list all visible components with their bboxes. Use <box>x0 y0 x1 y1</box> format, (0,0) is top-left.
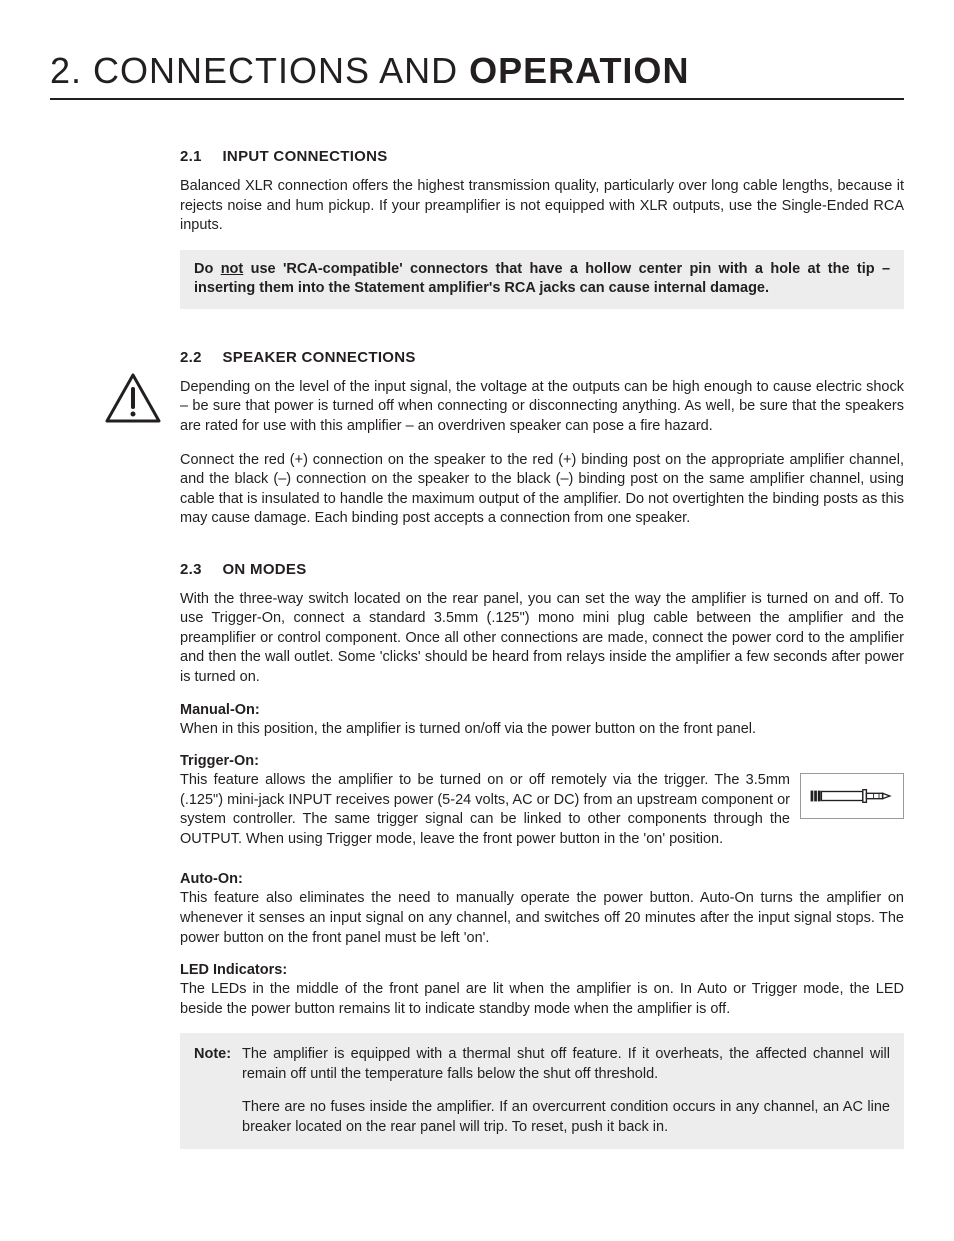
section-2-3-p1: With the three-way switch located on the… <box>180 590 904 688</box>
section-2-3-title: ON MODES <box>222 561 306 578</box>
note-text-2: There are no fuses inside the amplifier.… <box>242 1098 890 1137</box>
section-2-2-num: 2.2 <box>180 349 218 366</box>
callout-pre: Do <box>194 261 221 277</box>
title-heavy: OPERATION <box>469 50 689 91</box>
note-callout: Note: The amplifier is equipped with a t… <box>180 1033 904 1149</box>
section-2-1: 2.1 INPUT CONNECTIONS Balanced XLR conne… <box>180 148 904 309</box>
note-label: Note: <box>194 1045 242 1084</box>
auto-on-label: Auto-On: <box>180 871 904 887</box>
page-title: 2. CONNECTIONS AND OPERATION <box>50 50 904 100</box>
led-indicators-label: LED Indicators: <box>180 962 904 978</box>
led-indicators-text: The LEDs in the middle of the front pane… <box>180 980 904 1019</box>
title-light: CONNECTIONS AND <box>93 50 469 91</box>
section-2-1-heading: 2.1 INPUT CONNECTIONS <box>180 148 904 165</box>
mini-jack-illustration <box>800 773 904 819</box>
section-2-2-heading: 2.2 SPEAKER CONNECTIONS <box>180 349 904 366</box>
section-2-1-p1: Balanced XLR connection offers the highe… <box>180 177 904 236</box>
trigger-on-label: Trigger-On: <box>180 753 904 769</box>
section-2-2-p2: Connect the red (+) connection on the sp… <box>180 451 904 529</box>
manual-on-label: Manual-On: <box>180 702 904 718</box>
note-label-spacer <box>194 1098 242 1137</box>
section-2-1-num: 2.1 <box>180 148 218 165</box>
title-number: 2. <box>50 50 82 91</box>
section-2-2: 2.2 SPEAKER CONNECTIONS Depending on the… <box>180 349 904 529</box>
auto-on-text: This feature also eliminates the need to… <box>180 889 904 948</box>
section-2-3: 2.3 ON MODES With the three-way switch l… <box>180 561 904 1150</box>
callout-post: use 'RCA-compatible' connectors that hav… <box>194 261 890 297</box>
section-2-1-title: INPUT CONNECTIONS <box>222 148 387 165</box>
callout-not: not <box>221 261 244 277</box>
note-text-1: The amplifier is equipped with a thermal… <box>242 1045 890 1084</box>
manual-on-text: When in this position, the amplifier is … <box>180 720 904 740</box>
section-2-2-p1: Depending on the level of the input sign… <box>180 378 904 437</box>
section-2-2-title: SPEAKER CONNECTIONS <box>222 349 415 366</box>
section-2-3-num: 2.3 <box>180 561 218 578</box>
section-2-3-heading: 2.3 ON MODES <box>180 561 904 578</box>
rca-warning-callout: Do not use 'RCA-compatible' connectors t… <box>180 250 904 309</box>
content-column: 2.1 INPUT CONNECTIONS Balanced XLR conne… <box>180 148 904 1149</box>
trigger-on-text: This feature allows the amplifier to be … <box>180 771 904 849</box>
warning-triangle-icon <box>105 373 161 423</box>
